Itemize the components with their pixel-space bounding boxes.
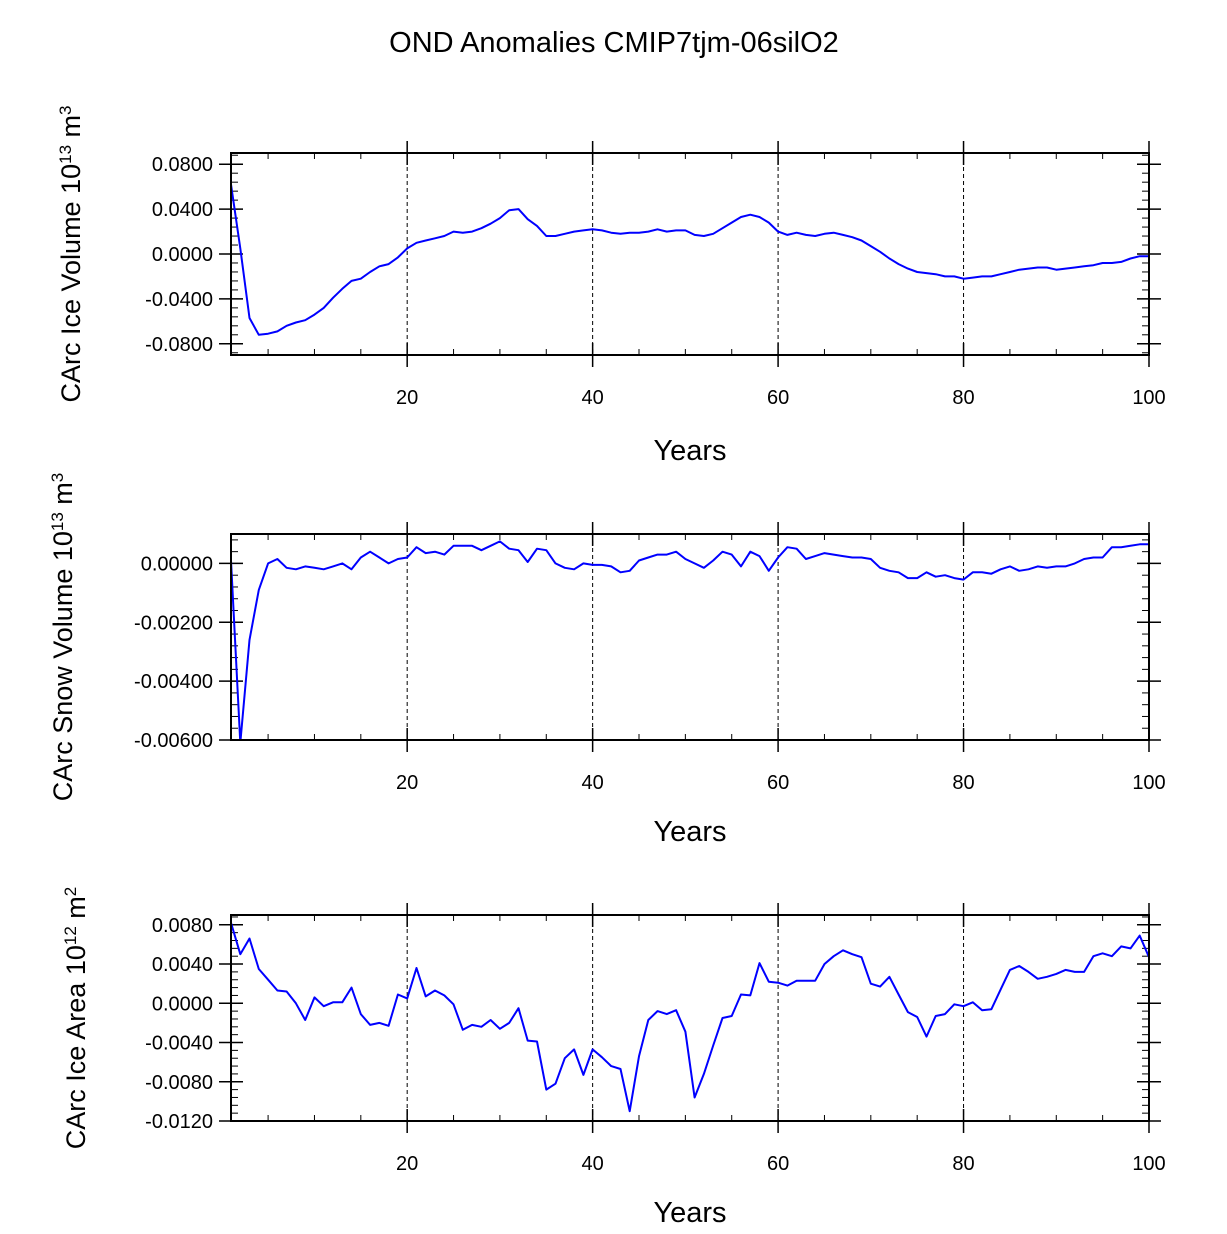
chart-title: OND Anomalies CMIP7tjm-06silO2 <box>389 27 839 59</box>
x-tick-label: 100 <box>1132 387 1165 409</box>
x-axis-label: Years <box>653 435 726 467</box>
plot-frame <box>230 533 1150 741</box>
y-tick-label: -0.0400 <box>145 289 213 311</box>
x-tick-label: 60 <box>767 1153 789 1175</box>
y-tick-label: 0.0800 <box>152 154 213 176</box>
series-line-3 <box>231 922 1149 1113</box>
x-axis-label: Years <box>653 816 726 848</box>
x-tick-label: 80 <box>952 1153 974 1175</box>
y-tick-label: 0.0040 <box>152 954 213 976</box>
x-tick-label: 20 <box>396 387 418 409</box>
y-tick-label: 0.0000 <box>152 993 213 1015</box>
y-tick-label: 0.0400 <box>152 199 213 221</box>
series-line-2 <box>231 540 1149 740</box>
panel-2: 0.00000 -0.00200 -0.00400 -0.00600 20 40 60 80 1… <box>48 473 1166 848</box>
x-axis-label: Years <box>653 1197 726 1229</box>
y-tick-label: 0.00000 <box>141 553 213 575</box>
y-tick-label: 0.0000 <box>152 244 213 266</box>
x-tick-label: 100 <box>1132 1153 1165 1175</box>
x-tick-label: 100 <box>1132 772 1165 794</box>
y-axis-label: CArc Ice Volume 1013 m3 <box>56 105 86 402</box>
x-tick-label: 60 <box>767 772 789 794</box>
y-axis-label: CArc Snow Volume 1013 m3 <box>48 473 78 802</box>
x-tick-label: 80 <box>952 387 974 409</box>
plot-frame <box>230 152 1150 356</box>
y-tick-label: -0.0080 <box>145 1072 213 1094</box>
y-tick-label: -0.00200 <box>134 612 213 634</box>
panel-3: 0.0080 0.0040 0.0000 -0.0040 -0.0080 -0.0120 2… <box>61 887 1166 1229</box>
x-tick-label: 20 <box>396 1153 418 1175</box>
x-tick-label: 40 <box>582 772 604 794</box>
y-tick-label: -0.0800 <box>145 334 213 356</box>
x-tick-label: 40 <box>582 387 604 409</box>
y-tick-label: 0.0080 <box>152 915 213 937</box>
series-line-1 <box>231 184 1149 336</box>
x-tick-label: 80 <box>952 772 974 794</box>
plot-frame <box>230 914 1150 1122</box>
y-tick-label: -0.00600 <box>134 730 213 752</box>
y-tick-label: -0.0120 <box>145 1111 213 1133</box>
x-tick-label: 40 <box>582 1153 604 1175</box>
y-tick-label: -0.00400 <box>134 671 213 693</box>
x-tick-label: 20 <box>396 772 418 794</box>
panel-1: 0.0800 0.0400 0.0000 -0.0400 -0.0800 20 40 60 80… <box>56 105 1166 467</box>
x-tick-label: 60 <box>767 387 789 409</box>
y-axis-label: CArc Ice Area 1012 m2 <box>61 887 91 1150</box>
y-tick-label: -0.0040 <box>145 1033 213 1055</box>
